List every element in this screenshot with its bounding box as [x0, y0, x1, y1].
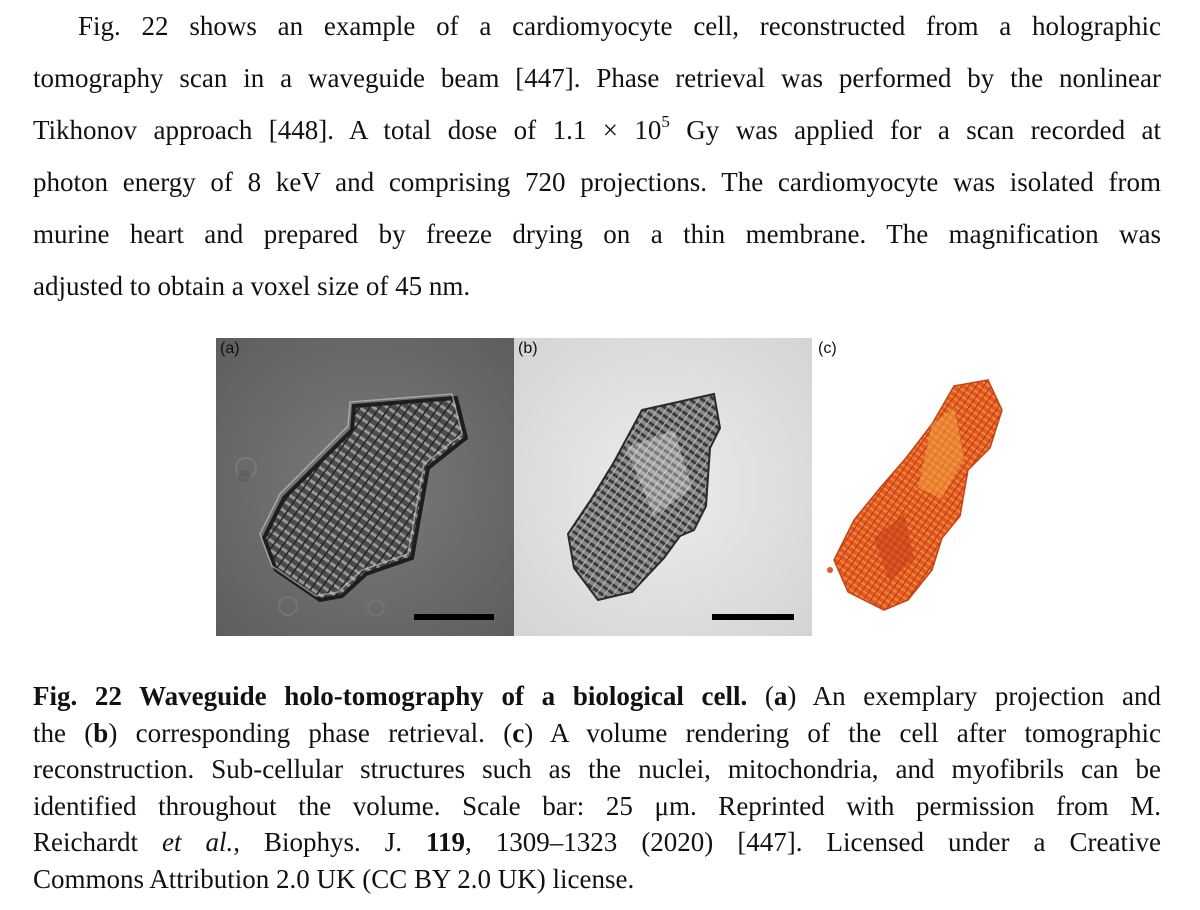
phase-retrieval-image	[514, 338, 812, 636]
paragraph-line: photon energy of 8 keV and comprising 72…	[33, 167, 1161, 197]
volume-rendering-image	[814, 338, 1024, 636]
caption-text: Reichardt	[33, 827, 162, 857]
caption-text: , 1309–1323 (2020) [447]. Licensed under…	[465, 827, 1161, 857]
paragraph-line: Fig. 22 shows an example of a cardiomyoc…	[78, 11, 1161, 41]
caption-line: Fig. 22 Waveguide holo-tomography of a b…	[33, 681, 1161, 711]
panel-c-volume-rendering: (c)	[814, 338, 1024, 636]
dose-text: Tikhonov approach [448]. A total dose of…	[33, 115, 662, 145]
caption-text: ) corresponding phase retrieval. (	[108, 717, 513, 748]
caption-line: reconstruction. Sub-cellular structures …	[33, 754, 1161, 784]
caption-volume-number: 119	[426, 827, 466, 857]
caption-text: ) A volume rendering of the cell after t…	[524, 717, 1162, 748]
panel-a-projection-image: (a)	[216, 338, 514, 636]
panel-b-phase-retrieval-image: (b)	[514, 338, 812, 636]
dose-exponent: 5	[661, 112, 670, 131]
paragraph-line: murine heart and prepared by freeze dryi…	[33, 219, 1161, 249]
caption-figure-label: Fig. 22 Waveguide holo-tomography of a b…	[33, 681, 748, 711]
caption-text: , Biophys. J.	[233, 827, 427, 857]
caption-panel-ref-a: a	[773, 681, 788, 711]
caption-et-al: et al.	[161, 827, 234, 857]
figure-22: (a) (b)	[216, 338, 1024, 638]
body-paragraph: Fig. 22 shows an example of a cardiomyoc…	[33, 0, 1161, 312]
caption-line: Commons Attribution 2.0 UK (CC BY 2.0 UK…	[33, 863, 635, 894]
caption-panel-ref-b: b	[93, 717, 109, 748]
figure-caption: Fig. 22 Waveguide holo-tomography of a b…	[33, 678, 1161, 897]
projection-image	[216, 338, 514, 636]
caption-line: the (b) corresponding phase retrieval. (…	[33, 715, 1161, 752]
panel-label-b: (b)	[518, 340, 538, 357]
paragraph-line: Tikhonov approach [448]. A total dose of…	[33, 104, 1161, 156]
caption-line: Reichardt et al., Biophys. J. 119, 1309–…	[33, 824, 1161, 861]
paragraph-line: adjusted to obtain a voxel size of 45 nm…	[33, 271, 471, 301]
caption-text: An exemplary projection and	[796, 681, 1161, 711]
panel-label-a: (a)	[220, 340, 240, 357]
caption-panel-ref-c: c	[512, 717, 525, 748]
panel-label-c: (c)	[818, 340, 837, 357]
paragraph-line: tomography scan in a waveguide beam [447…	[33, 63, 1161, 93]
caption-text: the (	[33, 717, 94, 748]
dose-tail: Gy was applied for a scan recorded at	[669, 115, 1161, 145]
caption-line: identified throughout the volume. Scale …	[33, 790, 1161, 821]
